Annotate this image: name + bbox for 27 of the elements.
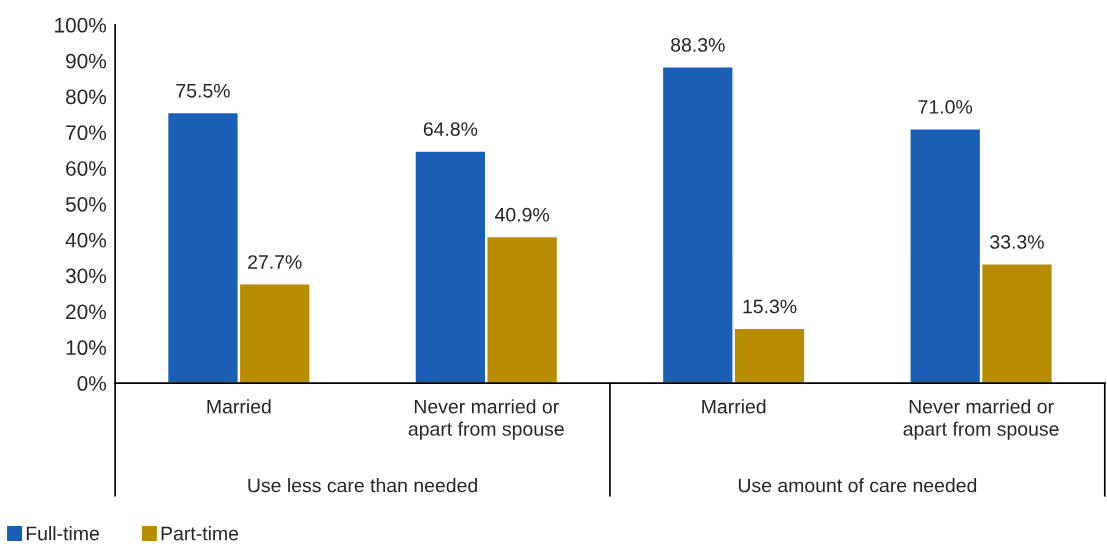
data-label: 33.3% xyxy=(990,235,1044,249)
data-label: 75.5% xyxy=(176,83,230,98)
legend-label: Full-time xyxy=(26,526,99,541)
y-tick-label: 20% xyxy=(66,304,107,320)
y-tick-label: 10% xyxy=(66,340,107,356)
data-label: 40.9% xyxy=(495,207,549,222)
x-tick-label: Married xyxy=(702,399,766,414)
x-tick-label: Married xyxy=(207,399,271,414)
y-tick-label: 70% xyxy=(66,125,107,141)
y-tick-label: 50% xyxy=(65,196,107,212)
y-tick-label: 40% xyxy=(65,232,107,248)
y-tick-label: 0% xyxy=(77,376,107,391)
y-tick-label: 80% xyxy=(66,89,107,105)
data-label: 27.7% xyxy=(248,255,302,269)
data-label: 88.3% xyxy=(671,38,725,52)
x-tick-label: Never married or apart from spouse xyxy=(408,399,564,440)
legend-label: Part-time xyxy=(161,526,239,541)
data-label: 64.8% xyxy=(423,122,478,136)
y-tick-label: 100% xyxy=(55,17,107,33)
data-label: 71.0% xyxy=(918,100,973,114)
y-tick-label: 90% xyxy=(66,53,107,69)
text: Use less care than needed xyxy=(248,478,477,493)
y-tick-label: 60% xyxy=(66,161,107,176)
x-tick-label: Never married or apart from spouse xyxy=(903,399,1059,440)
data-label: 15.3% xyxy=(743,299,797,314)
y-tick-label: 30% xyxy=(65,268,107,284)
text: Use amount of care needed xyxy=(738,478,977,493)
